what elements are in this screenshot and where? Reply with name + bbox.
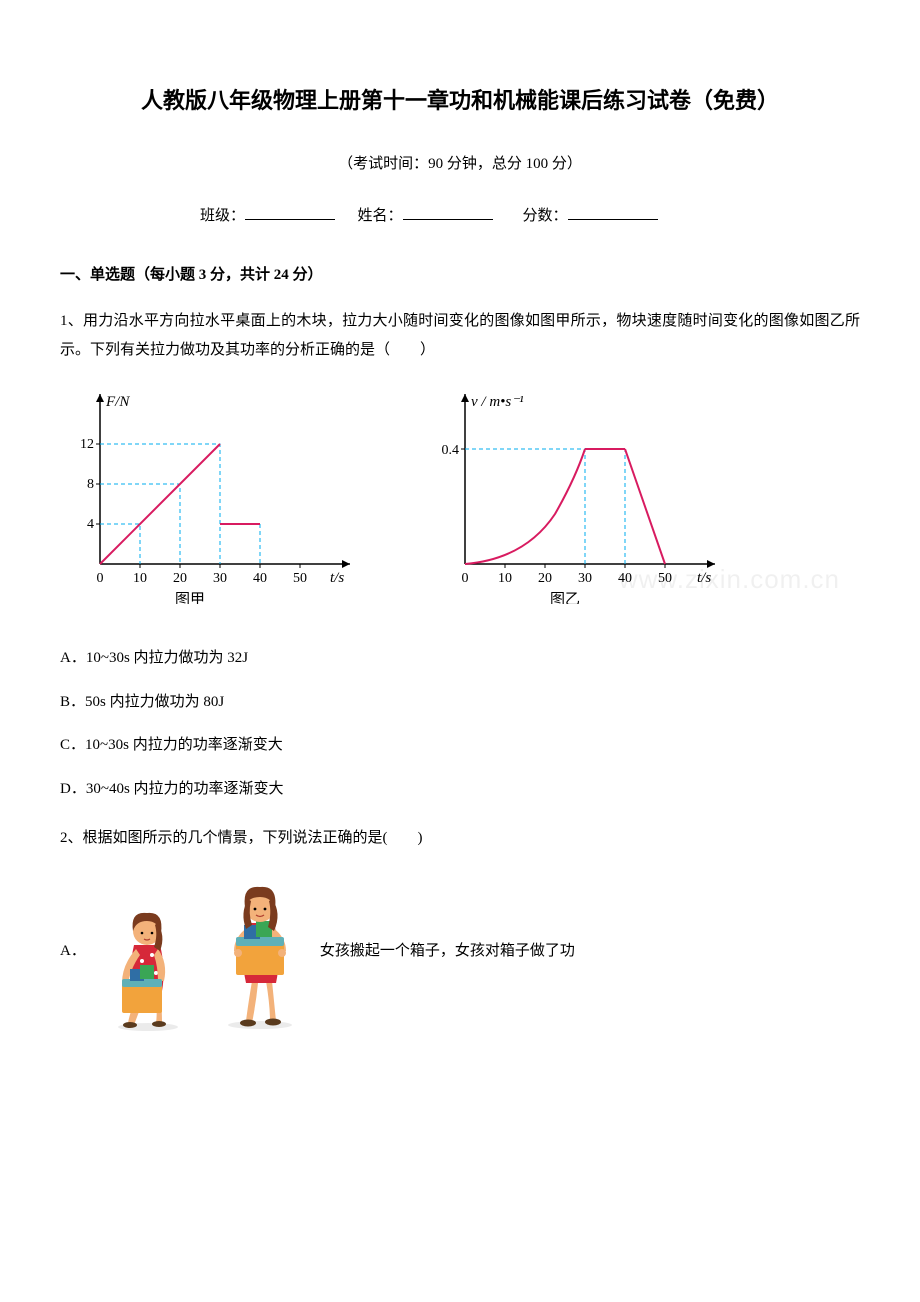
name-blank [403,205,493,220]
svg-text:40: 40 [253,571,267,586]
girl-stand-icon [210,871,310,1031]
info-line: 班级： 姓名： 分数： [60,202,860,231]
exam-note: （考试时间：90 分钟，总分 100 分） [60,150,860,179]
class-label: 班级： [200,208,245,224]
svg-text:8: 8 [87,477,94,492]
svg-text:4: 4 [87,517,94,532]
svg-text:40: 40 [618,571,632,586]
svg-text:10: 10 [498,571,512,586]
girl-crouch-icon [100,891,190,1031]
svg-text:30: 30 [213,571,227,586]
name-label: 姓名： [358,208,403,224]
svg-text:0: 0 [462,571,469,586]
question-2: 2、根据如图所示的几个情景，下列说法正确的是( ) [60,824,860,853]
q2-opt-a-row: A． [60,871,860,1031]
svg-text:图甲: 图甲 [175,591,205,604]
page-title: 人教版八年级物理上册第十一章功和机械能课后练习试卷（免费） [60,80,860,122]
question-1: 1、用力沿水平方向拉水平桌面上的木块，拉力大小随时间变化的图像如图甲所示，物块速… [60,307,860,364]
score-label: 分数： [523,208,568,224]
section-1-heading: 一、单选题（每小题 3 分，共计 24 分） [60,261,860,290]
svg-text:图乙: 图乙 [550,591,580,604]
svg-text:20: 20 [173,571,187,586]
charts-row: 4 8 12 0 10 20 30 40 50 [60,384,860,604]
svg-text:50: 50 [658,571,672,586]
svg-text:12: 12 [80,437,94,452]
q1-opt-c: C．10~30s 内拉力的功率逐渐变大 [60,731,860,761]
svg-text:t/s: t/s [697,570,711,586]
q1-opt-a: A．10~30s 内拉力做功为 32J [60,644,860,674]
svg-text:t/s: t/s [330,570,344,586]
girls-illustration [100,871,310,1031]
chart-yi: 0.4 0 10 20 30 40 50 [420,384,730,604]
chart-jia: 4 8 12 0 10 20 30 40 50 [60,384,360,604]
svg-text:0.4: 0.4 [442,443,460,458]
svg-text:F/N: F/N [105,394,130,410]
q2a-text: 女孩搬起一个箱子，女孩对箱子做了功 [320,937,575,966]
q2a-prefix: A． [60,937,86,966]
q1-opt-d: D．30~40s 内拉力的功率逐渐变大 [60,775,860,805]
svg-text:20: 20 [538,571,552,586]
score-blank [568,205,658,220]
q1-opt-b: B．50s 内拉力做功为 80J [60,688,860,718]
class-blank [245,205,335,220]
svg-text:50: 50 [293,571,307,586]
svg-text:v / m•s⁻¹: v / m•s⁻¹ [471,394,524,410]
svg-text:30: 30 [578,571,592,586]
svg-text:10: 10 [133,571,147,586]
svg-text:0: 0 [97,571,104,586]
